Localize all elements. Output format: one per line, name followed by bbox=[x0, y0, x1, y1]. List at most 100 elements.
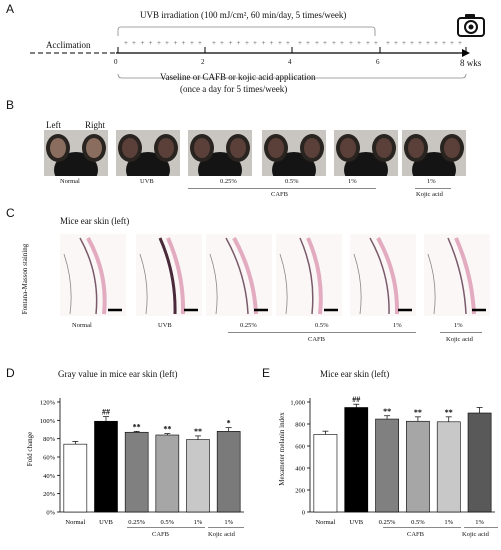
plus-mark: + bbox=[190, 39, 194, 47]
significance-mark: ## bbox=[102, 408, 110, 417]
x-tick-label: 0.5% bbox=[411, 519, 425, 526]
bar bbox=[406, 420, 430, 513]
plus-mark: + bbox=[323, 39, 327, 47]
panel-label-a: A bbox=[6, 2, 15, 16]
bar bbox=[375, 418, 399, 513]
bar bbox=[344, 407, 369, 513]
skin-section-image bbox=[206, 234, 272, 316]
plus-mark: + bbox=[220, 39, 224, 47]
fontana-masson-label: Fontana-Masson staining bbox=[21, 243, 29, 315]
plus-mark: + bbox=[174, 39, 178, 47]
plus-mark: + bbox=[315, 39, 319, 47]
x-tick-label: 1% bbox=[224, 519, 233, 526]
acclimation-label: Acclimation bbox=[46, 40, 91, 50]
plus-mark: + bbox=[278, 39, 282, 47]
y-tick-label: 400 bbox=[295, 466, 305, 473]
mouse-photo bbox=[402, 130, 466, 176]
bar bbox=[216, 431, 241, 513]
plus-mark: + bbox=[270, 39, 274, 47]
y-tick-label: 0% bbox=[46, 510, 55, 517]
skin-section-image bbox=[350, 234, 416, 316]
skin-section-image bbox=[276, 234, 342, 316]
plus-mark: + bbox=[229, 39, 233, 47]
plus-mark: + bbox=[340, 39, 344, 47]
x-tick-label: Normal bbox=[315, 519, 335, 526]
tick-0: 0 bbox=[114, 58, 118, 66]
chart-e-cafb-label: CAFB bbox=[407, 531, 424, 538]
plus-mark: + bbox=[253, 39, 257, 47]
chart-e-kojic-label: Kojic acid bbox=[462, 531, 489, 538]
timeline-diagram: + + + + + + + + + + + + + + + + + + + + + + + + + + + + + + + + + + + + + + + + bbox=[30, 26, 470, 79]
mouse-photo bbox=[334, 130, 398, 176]
plus-mark: + bbox=[450, 39, 454, 47]
y-tick-label: 1,000 bbox=[290, 400, 305, 407]
plus-mark: + bbox=[124, 39, 128, 47]
bar bbox=[467, 412, 492, 513]
x-tick-label: Normal bbox=[65, 519, 85, 526]
y-tick-label: 100% bbox=[40, 418, 56, 425]
cafb-bracket bbox=[188, 188, 376, 189]
skin-group-025: 0.25% bbox=[240, 322, 257, 329]
skin-group-uvb: UVB bbox=[158, 322, 172, 329]
chart-e: 0 200 400 600 800 1,000 Normal ## UVB ** 0.25% ** 0.… bbox=[290, 395, 495, 526]
y-tick-label: 40% bbox=[43, 473, 56, 480]
significance-mark: ** bbox=[445, 408, 453, 417]
skin-cafb-bracket bbox=[228, 332, 416, 333]
x-tick-label: 0.25% bbox=[128, 519, 145, 526]
significance-mark: ** bbox=[163, 425, 171, 434]
skin-group-05: 0.5% bbox=[315, 322, 329, 329]
skin-group-kojic-1: 1% bbox=[454, 322, 463, 329]
plus-mark: + bbox=[434, 39, 438, 47]
group-05: 0.5% bbox=[285, 178, 299, 185]
group-kojic-1: 1% bbox=[427, 178, 436, 185]
plus-mark: + bbox=[245, 39, 249, 47]
plus-mark: + bbox=[141, 39, 145, 47]
y-tick-label: 20% bbox=[43, 491, 56, 498]
plus-mark: + bbox=[418, 39, 422, 47]
panel-label-c: C bbox=[6, 206, 15, 220]
plus-mark: + bbox=[157, 39, 161, 47]
significance-mark: ** bbox=[383, 407, 391, 416]
plus-mark: + bbox=[402, 39, 406, 47]
chart-e-title: Mice ear skin (left) bbox=[320, 369, 390, 379]
group-uvb: UVB bbox=[140, 178, 154, 185]
tick-6: 6 bbox=[376, 58, 380, 66]
y-tick-label: 800 bbox=[295, 422, 305, 429]
x-tick-label: 1% bbox=[194, 519, 203, 526]
tick-8-wks: 8 wks bbox=[460, 58, 482, 68]
x-tick-label: 0.5% bbox=[161, 519, 175, 526]
skin-title: Mice ear skin (left) bbox=[60, 216, 130, 226]
plus-mark: + bbox=[286, 39, 290, 47]
chart-e-kojic-bracket bbox=[464, 527, 498, 528]
skin-cafb-label: CAFB bbox=[308, 336, 325, 343]
tick-4: 4 bbox=[288, 58, 292, 66]
bar bbox=[124, 431, 149, 513]
plus-mark: + bbox=[306, 39, 310, 47]
plus-mark: + bbox=[458, 39, 462, 47]
kojic-bracket bbox=[415, 188, 451, 189]
skin-kojic-bracket bbox=[440, 332, 482, 333]
plus-mark: + bbox=[374, 39, 378, 47]
y-tick-label: 120% bbox=[40, 400, 56, 407]
x-tick-label: 1% bbox=[475, 519, 484, 526]
chart-e-cafb-bracket bbox=[383, 527, 461, 528]
plus-mark: + bbox=[332, 39, 336, 47]
plus-mark: + bbox=[386, 39, 390, 47]
x-tick-label: UVB bbox=[99, 519, 113, 526]
skin-section-image bbox=[60, 234, 126, 316]
application-label: Vaseline or CAFB or kojic acid applicati… bbox=[160, 72, 316, 82]
application-frequency: (once a day for 5 times/week) bbox=[180, 84, 288, 94]
significance-mark: * bbox=[227, 419, 231, 428]
plus-mark: + bbox=[237, 39, 241, 47]
plus-mark: + bbox=[132, 39, 136, 47]
skin-group-normal: Normal bbox=[72, 322, 92, 329]
skin-kojic-label: Kojic acid bbox=[446, 336, 473, 343]
chart-d-kojic-label: Kojic acid bbox=[208, 531, 235, 538]
plus-mark: + bbox=[426, 39, 430, 47]
camera-icon bbox=[457, 14, 485, 37]
x-tick-label: 0.25% bbox=[379, 519, 396, 526]
bar bbox=[313, 434, 338, 513]
chart-d-title: Gray value in mice ear skin (left) bbox=[58, 369, 178, 379]
plus-mark: + bbox=[366, 39, 370, 47]
x-tick-label: UVB bbox=[349, 519, 363, 526]
